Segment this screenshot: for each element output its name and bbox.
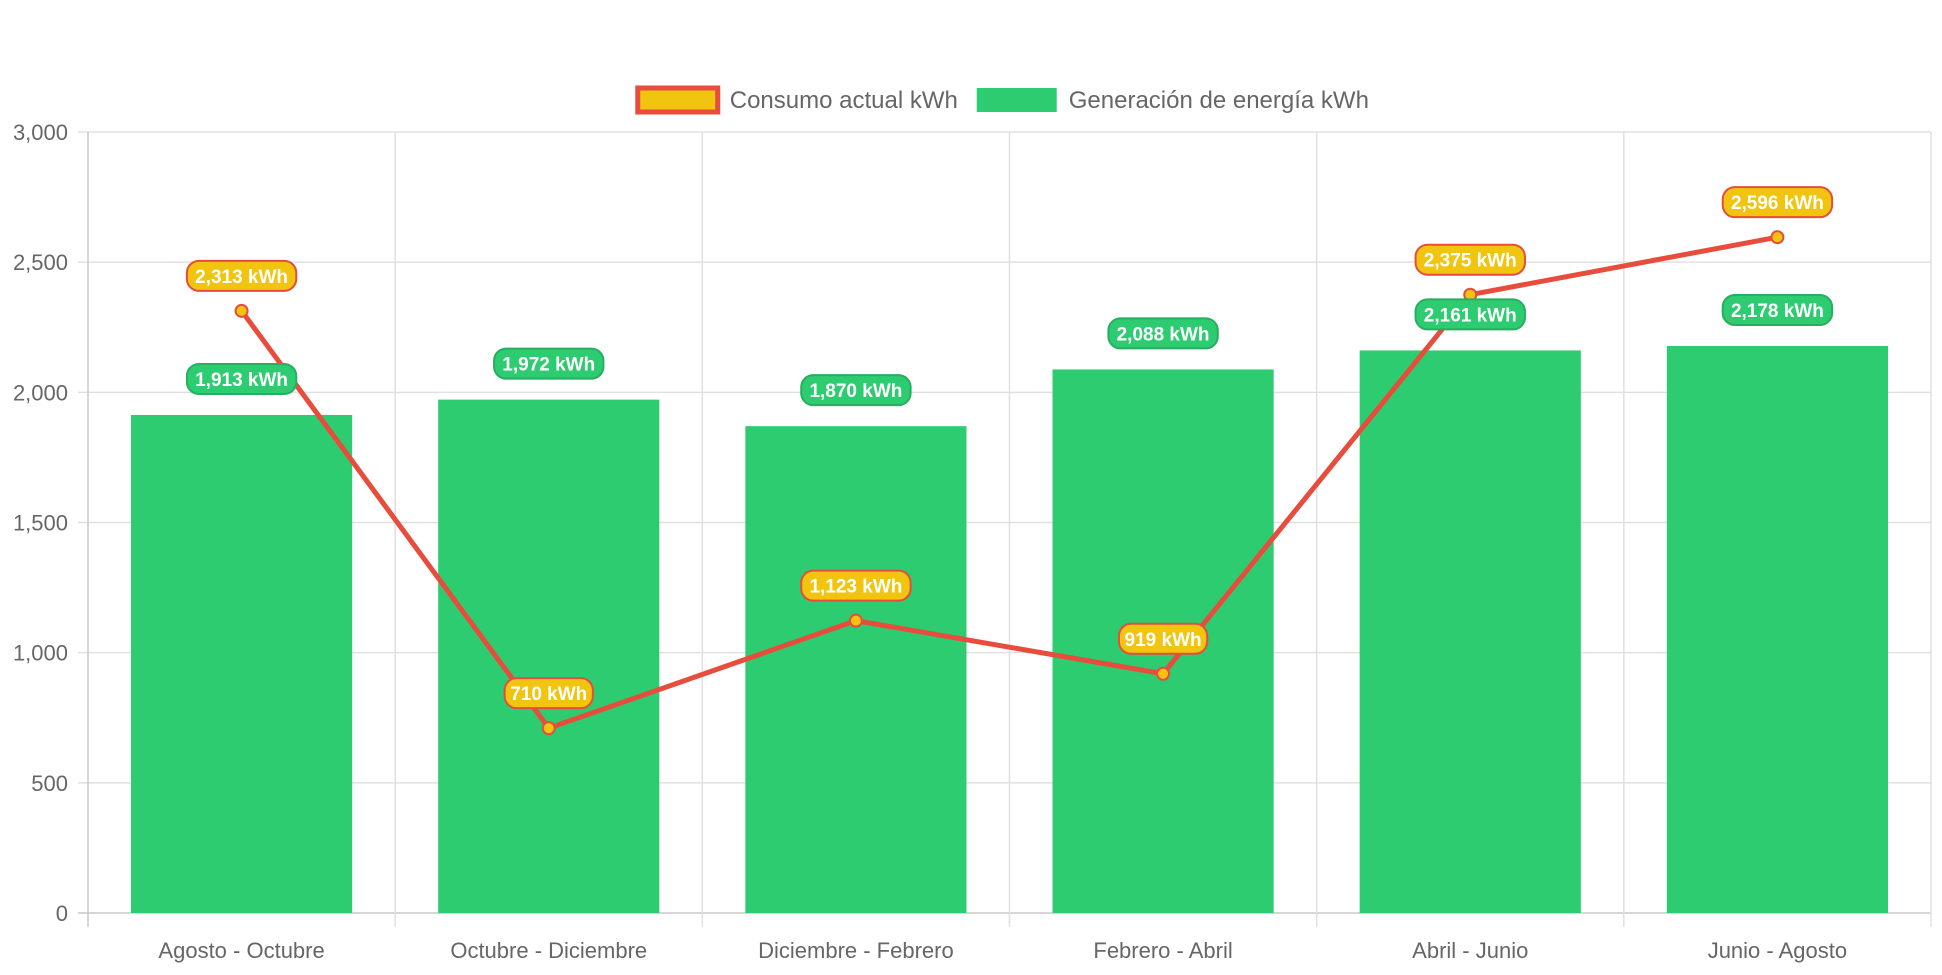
line-data-label: 710 kWh: [503, 677, 594, 710]
line-data-label-text: 710 kWh: [510, 684, 587, 705]
line-data-label: 2,375 kWh: [1414, 243, 1526, 276]
line-data-label-bg: [1117, 622, 1209, 655]
x-tick-label: Febrero - Abril: [1093, 938, 1232, 963]
bar: [1666, 345, 1888, 913]
line-data-label-text: 2,313 kWh: [195, 267, 288, 288]
bar-series: [131, 345, 1888, 913]
line-data-label-text: 2,596 kWh: [1731, 193, 1824, 214]
bar-data-label-text: 1,913 kWh: [195, 370, 288, 391]
consumption-point: [1770, 230, 1785, 245]
bar: [1359, 350, 1581, 913]
bar-data-label-bg: [185, 362, 298, 395]
legend-item: Consumo actual kWh: [635, 85, 958, 115]
consumption-point: [234, 303, 249, 318]
line-data-label: 1,123 kWh: [800, 569, 912, 602]
y-tick-label: 2,000: [13, 380, 68, 405]
grid: [78, 131, 1932, 927]
legend: Consumo actual kWh Generación de energía …: [635, 85, 1369, 115]
bar-data-label-bg: [493, 347, 605, 380]
y-tick-label: 2,500: [13, 250, 68, 275]
bar-data-label-bg: [1414, 298, 1526, 331]
x-tick-label: Octubre - Diciembre: [450, 938, 647, 963]
x-tick-label: Diciembre - Febrero: [758, 938, 954, 963]
line-data-label-text: 919 kWh: [1125, 630, 1202, 651]
line-data-label: 2,596 kWh: [1721, 186, 1834, 219]
axes: 0 500 1,000 1,500 2,000 2,500 3,000 Agosto - Oc…: [13, 120, 1847, 963]
y-tick-label: 500: [31, 771, 68, 796]
bar-data-label-bg: [800, 374, 912, 407]
bar-data-label: 2,161 kWh: [1414, 298, 1526, 331]
y-tick-label: 3,000: [13, 120, 68, 145]
bar-data-label-text: 2,178 kWh: [1731, 301, 1824, 322]
bar-data-label-text: 2,161 kWh: [1424, 305, 1517, 326]
line-data-label-bg: [185, 259, 298, 292]
legend-swatch: [635, 85, 721, 115]
bar-data-label: 2,178 kWh: [1721, 293, 1834, 326]
bar-data-label-text: 1,870 kWh: [809, 381, 902, 402]
line-data-label-bg: [1721, 186, 1834, 219]
line-data-label: 2,313 kWh: [185, 259, 298, 292]
line-data-label-bg: [800, 569, 912, 602]
bar: [745, 426, 967, 913]
legend-label: Generación de energía kWh: [1069, 87, 1369, 114]
consumption-point: [1156, 666, 1171, 681]
bar-data-label: 1,972 kWh: [493, 347, 605, 380]
bar-data-label: 1,913 kWh: [185, 362, 298, 395]
legend-swatch: [976, 88, 1057, 112]
line-series: [234, 230, 1785, 736]
consumption-point: [848, 613, 863, 628]
x-tick-label: Abril - Junio: [1412, 938, 1528, 963]
bar-data-label: 2,088 kWh: [1107, 317, 1219, 350]
y-tick-label: 0: [56, 901, 68, 926]
bar: [438, 399, 660, 913]
y-tick-label: 1,000: [13, 641, 68, 666]
bar: [131, 414, 353, 913]
legend-item: Generación de energía kWh: [976, 87, 1369, 114]
line-data-label-text: 2,375 kWh: [1424, 251, 1517, 272]
line-data-label-bg: [1414, 243, 1526, 276]
line-data-label-text: 1,123 kWh: [809, 577, 902, 598]
data-labels: 1,913 kWh 1,972 kWh 1,870 kWh 2,088 kWh 2,16…: [185, 186, 1834, 710]
bar-data-label-text: 1,972 kWh: [502, 355, 595, 376]
y-tick-label: 1,500: [13, 511, 68, 536]
line-data-label-bg: [503, 677, 594, 710]
bar-data-label-bg: [1107, 317, 1219, 350]
bar-data-label-bg: [1721, 293, 1834, 326]
bar-data-label: 1,870 kWh: [800, 374, 912, 407]
consumption-point: [541, 721, 556, 736]
x-tick-label: Junio - Agosto: [1708, 938, 1847, 963]
x-tick-label: Agosto - Octubre: [158, 938, 324, 963]
line-data-label: 919 kWh: [1117, 622, 1209, 655]
legend-label: Consumo actual kWh: [730, 87, 958, 114]
bar-data-label-text: 2,088 kWh: [1117, 324, 1210, 345]
consumption-line: [239, 234, 1778, 731]
